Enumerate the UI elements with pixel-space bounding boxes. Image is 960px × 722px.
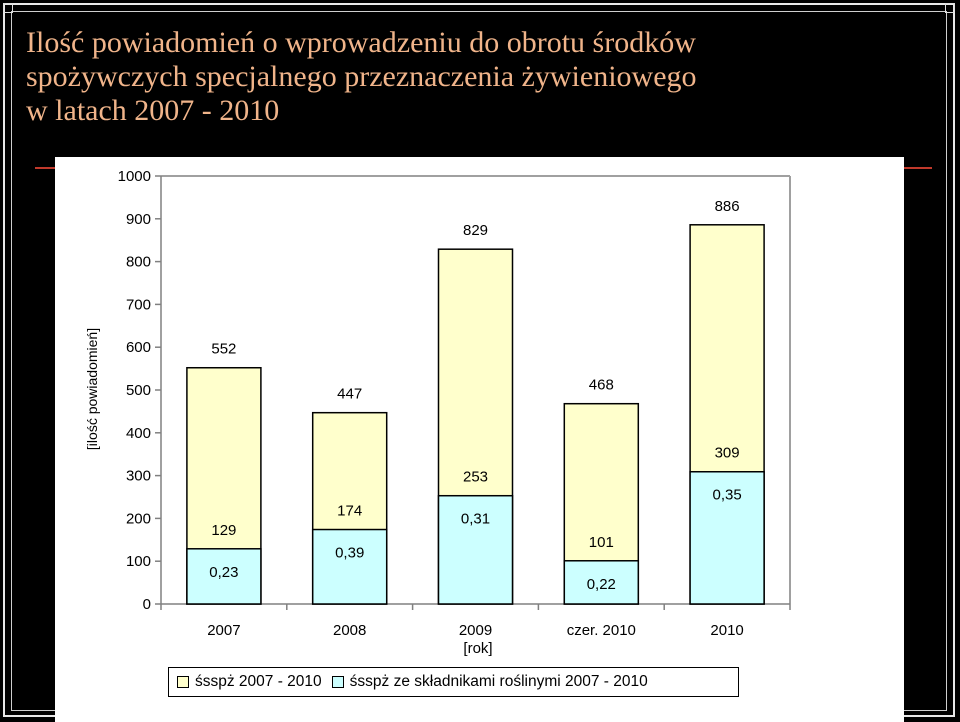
legend-item-all: śsspż 2007 - 2010 xyxy=(177,673,322,691)
y-tick-label: 200 xyxy=(126,510,151,527)
bar-plant-1 xyxy=(186,548,262,605)
y-tick-label: 900 xyxy=(126,211,151,228)
y-tick-label: 0 xyxy=(143,596,151,613)
data-label-all: 886 xyxy=(715,198,740,215)
chart-panel: 0 100 200 300 400 500 600 700 800 900 1000 2007 200… xyxy=(55,157,904,722)
data-label-all: 552 xyxy=(211,341,236,358)
data-label-plant: 129 xyxy=(211,522,236,539)
ratio-label: 0,23 xyxy=(209,564,238,581)
frame-corner-top-right xyxy=(945,3,955,13)
bar-chart: 0 100 200 300 400 500 600 700 800 900 1000 2007 200… xyxy=(84,168,791,657)
y-tick-label: 100 xyxy=(126,553,151,570)
slide-title: Ilość powiadomień o wprowadzeniu do obro… xyxy=(26,26,906,128)
chart-legend: śsspż 2007 - 2010 śsspż ze składnikami r… xyxy=(168,667,739,697)
legend-label-all: śsspż 2007 - 2010 xyxy=(195,673,322,690)
bar-plant-4 xyxy=(563,560,640,605)
bar-plant-2 xyxy=(311,528,388,605)
legend-label-plant: śsspż ze składnikami roślinymi 2007 - 20… xyxy=(349,673,648,690)
ratio-label: 0,39 xyxy=(335,545,364,562)
ratio-label: 0,31 xyxy=(461,511,490,528)
bar-plant-3 xyxy=(437,494,514,605)
x-axis-label: [rok] xyxy=(463,640,492,657)
data-label-plant: 309 xyxy=(715,445,740,462)
y-tick-label: 1000 xyxy=(118,168,151,185)
title-line-1: Ilość powiadomień o wprowadzeniu do obro… xyxy=(26,26,696,59)
legend-swatch-all xyxy=(177,676,189,688)
x-tick-label: czer. 2010 xyxy=(567,622,636,639)
legend-swatch-plant xyxy=(331,676,344,688)
x-tick-label: 2009 xyxy=(459,622,492,639)
x-tick-label: 2010 xyxy=(710,622,743,639)
frame-corner-top-left xyxy=(3,3,13,13)
title-line-2: spożywczych specjalnego przeznaczenia ży… xyxy=(26,60,697,93)
data-label-all: 468 xyxy=(589,377,614,394)
legend-item-plant: śsspż ze składnikami roślinymi 2007 - 20… xyxy=(331,673,648,691)
ratio-label: 0,35 xyxy=(712,487,741,504)
data-label-all: 829 xyxy=(463,222,488,239)
title-rule-right xyxy=(904,167,932,169)
x-tick-label: 2007 xyxy=(207,622,240,639)
y-tick-label: 500 xyxy=(126,382,151,399)
data-label-plant: 101 xyxy=(589,534,614,551)
title-rule-left xyxy=(35,167,55,169)
ratio-label: 0,22 xyxy=(587,576,616,593)
data-label-all: 447 xyxy=(337,386,362,403)
bar-plant-5 xyxy=(689,470,765,605)
y-tick-label: 600 xyxy=(126,339,151,356)
data-label-plant: 253 xyxy=(463,469,488,486)
y-tick-label: 700 xyxy=(126,296,151,313)
title-line-3: w latach 2007 - 2010 xyxy=(26,94,280,127)
y-tick-label: 300 xyxy=(126,468,151,485)
data-label-plant: 174 xyxy=(337,503,362,520)
x-tick-label: 2008 xyxy=(333,622,366,639)
y-axis-label: [ilość powiadomień] xyxy=(84,328,100,450)
y-tick-label: 800 xyxy=(126,254,151,271)
y-tick-label: 400 xyxy=(126,425,151,442)
